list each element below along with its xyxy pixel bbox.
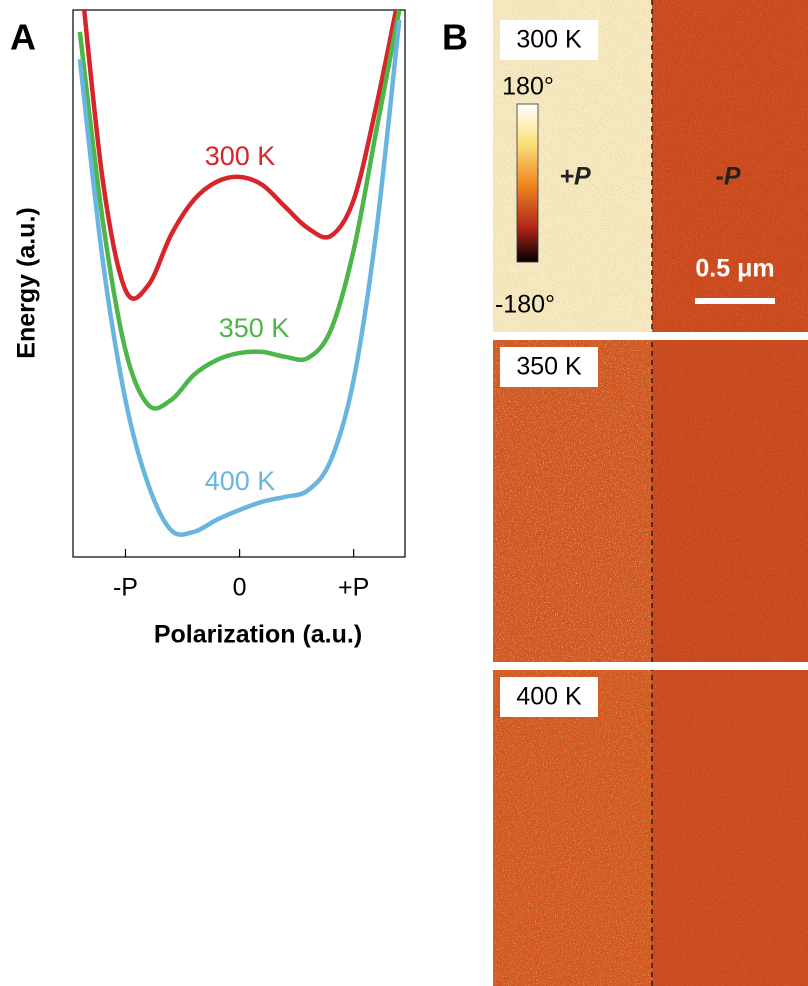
series-label: 350 K	[219, 313, 290, 343]
x-tick-label: +P	[338, 574, 369, 602]
maps: 300 K 350 K 400 K 180° -180° +P -P 0.5 μ…	[493, 0, 808, 986]
series-label: 400 K	[205, 466, 276, 496]
chart: Polarization (a.u.) Energy (a.u.) -P 0 +P 3…	[13, 9, 406, 649]
domain-label: -P	[716, 163, 741, 191]
curve	[77, 19, 402, 537]
colorbar	[516, 103, 539, 263]
label-box	[500, 347, 598, 387]
gap	[493, 662, 808, 670]
map-noise	[652, 0, 808, 332]
map-noise	[652, 670, 808, 986]
map-label: 350 K	[516, 353, 582, 381]
panel-label: A	[10, 17, 36, 58]
y-axis-label: Energy (a.u.)	[13, 207, 41, 358]
gap	[493, 332, 652, 340]
map-label: 300 K	[516, 26, 582, 54]
series-label: 300 K	[205, 141, 276, 171]
panel-label: B	[442, 17, 468, 58]
map-label: 400 K	[516, 683, 582, 711]
label-box	[500, 677, 598, 717]
x-axis-label: Polarization (a.u.)	[154, 621, 362, 649]
map-noise	[493, 340, 652, 662]
x-tick-label: 0	[233, 574, 247, 602]
map-noise	[493, 670, 652, 986]
colorbar-max: 180°	[502, 73, 554, 101]
scale-bar-label: 0.5 μm	[695, 255, 774, 283]
domain-label: +P	[559, 163, 591, 191]
map-noise	[652, 340, 808, 662]
label-box	[500, 20, 598, 60]
curves	[77, 10, 402, 537]
curve	[77, 10, 402, 411]
scale-bar	[695, 298, 775, 304]
gap	[652, 332, 808, 340]
curve	[81, 10, 399, 301]
x-tick-label: -P	[113, 574, 138, 602]
colorbar-min: -180°	[495, 291, 555, 319]
